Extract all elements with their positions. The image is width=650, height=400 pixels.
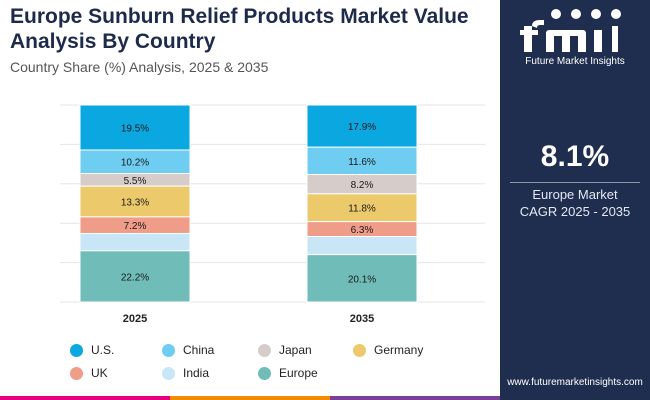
side-panel: Future Market Insights 8.1% Europe Marke…	[500, 0, 650, 400]
legend-item-uk: UK	[70, 366, 108, 380]
data-label: 20.1%	[348, 274, 376, 285]
legend-swatch-india	[162, 366, 175, 380]
legend-label-us: U.S.	[91, 343, 115, 357]
legend-swatch-us	[70, 343, 83, 357]
website-link[interactable]: www.futuremarketinsights.com	[507, 377, 643, 388]
bar-segment	[79, 232, 191, 252]
data-label: 19.5%	[121, 123, 149, 134]
legend-item-europe: Europe	[258, 366, 318, 380]
accent-bar	[0, 396, 500, 400]
legend-item-china: China	[162, 343, 214, 357]
cagr-label-line1: Europe Market	[532, 187, 618, 202]
chart-legend: U.S. China Japan Germany UK India Europe	[70, 340, 490, 390]
legend-label-japan: Japan	[279, 343, 312, 357]
legend-item-india: India	[162, 366, 209, 380]
accent-bar-segment	[170, 396, 330, 400]
accent-bar-segment	[0, 396, 170, 400]
data-label: 11.6%	[348, 157, 376, 168]
bar-segment	[79, 185, 191, 218]
bar-segment	[306, 193, 418, 223]
legend-label-india: India	[183, 366, 210, 380]
legend-item-germany: Germany	[353, 343, 423, 357]
legend-label-uk: UK	[91, 366, 108, 380]
cagr-label-line2: CAGR 2025 - 2035	[519, 204, 631, 219]
bar-segment	[306, 104, 418, 148]
data-label: 22.2%	[121, 272, 149, 283]
bar-segment	[306, 254, 418, 303]
fmi-logo	[520, 9, 621, 52]
divider	[510, 182, 640, 183]
bar-segment	[79, 250, 191, 303]
x-tick-label: 2035	[350, 313, 374, 325]
bar-segment	[306, 235, 418, 256]
legend-item-japan: Japan	[258, 343, 312, 357]
data-label: 6.3%	[351, 225, 374, 236]
data-label: 5.5%	[124, 176, 147, 187]
x-tick-label: 2025	[123, 313, 147, 325]
legend-swatch-japan	[258, 343, 271, 357]
stacked-bar-chart: 19.5% 10.2% 5.5% 13.3% 7.2% 22.2% 2025 17.9% 11.…	[60, 104, 485, 325]
logo-text: Future Market Insights	[525, 56, 625, 67]
cagr-value: 8.1%	[540, 140, 610, 173]
accent-bar-segment	[330, 396, 500, 400]
data-label: 10.2%	[121, 158, 149, 169]
legend-label-europe: Europe	[279, 366, 318, 380]
legend-swatch-china	[162, 343, 175, 357]
data-label: 7.2%	[124, 221, 147, 232]
data-label: 11.8%	[348, 204, 376, 215]
legend-swatch-germany	[353, 343, 366, 357]
legend-item-us: U.S.	[70, 343, 114, 357]
data-label: 8.2%	[351, 180, 374, 191]
legend-label-germany: Germany	[374, 343, 424, 357]
cagr-label: Europe Market CAGR 2025 - 2035	[500, 186, 650, 220]
chart-title: Europe Sunburn Relief Products Market Va…	[10, 5, 469, 53]
legend-swatch-europe	[258, 366, 271, 380]
data-label: 13.3%	[121, 198, 149, 209]
bar-segment	[306, 146, 418, 176]
bar-segment	[79, 104, 191, 151]
legend-swatch-uk	[70, 366, 83, 380]
legend-label-china: China	[183, 343, 215, 357]
data-label: 17.9%	[348, 122, 376, 133]
chart-subtitle: Country Share (%) Analysis, 2025 & 2035	[10, 59, 269, 75]
